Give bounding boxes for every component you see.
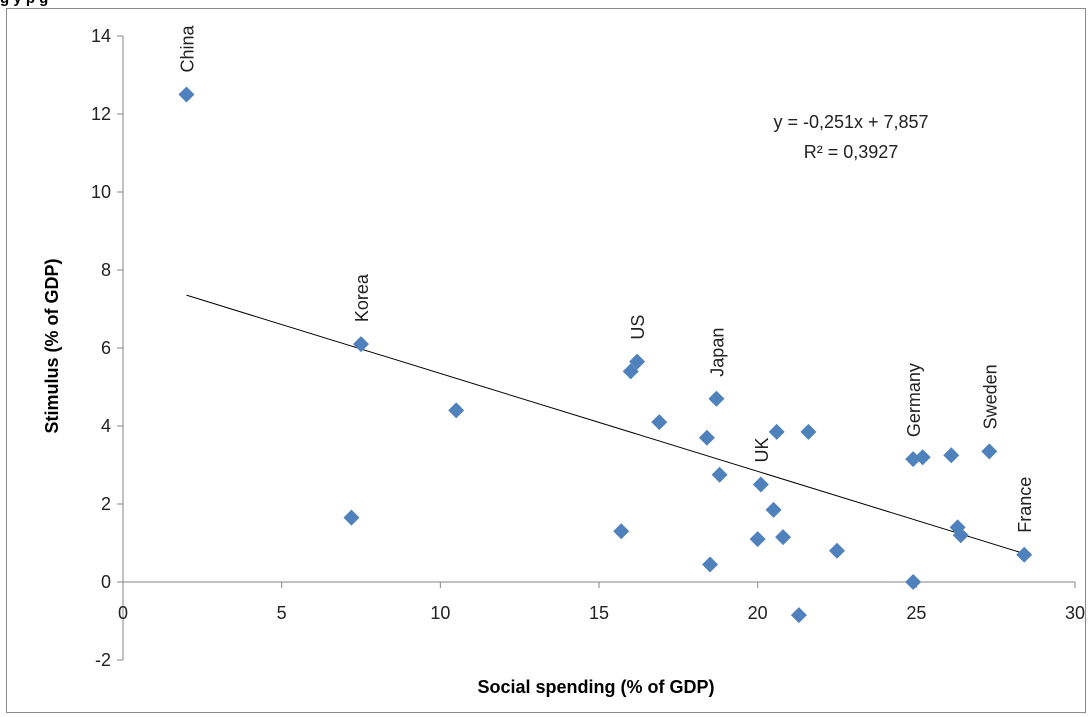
data-point xyxy=(629,353,646,370)
data-point xyxy=(790,607,807,624)
x-tick-label: 5 xyxy=(277,603,287,623)
x-tick-label: 20 xyxy=(748,603,768,623)
data-point xyxy=(702,556,719,573)
x-axis-label: Social spending (% of GDP) xyxy=(477,677,714,697)
point-label: Sweden xyxy=(980,364,1000,429)
y-tick-label: 12 xyxy=(91,104,111,124)
data-point xyxy=(775,529,792,546)
point-label: Germany xyxy=(904,363,924,437)
x-tick-label: 10 xyxy=(430,603,450,623)
point-label: France xyxy=(1015,477,1035,533)
data-point xyxy=(178,86,195,103)
data-point xyxy=(622,363,639,380)
point-label: US xyxy=(628,315,648,340)
point-label: Korea xyxy=(352,273,372,322)
data-point xyxy=(448,402,465,419)
cropped-caption: g y p g xyxy=(0,0,48,8)
y-axis-label: Stimulus (% of GDP) xyxy=(42,258,62,433)
x-tick-label: 0 xyxy=(118,603,128,623)
point-label: UK xyxy=(752,437,772,462)
data-point xyxy=(711,466,728,483)
data-point xyxy=(905,574,922,590)
data-point xyxy=(353,336,369,353)
data-point xyxy=(914,449,931,466)
axes: -2 0 2 4 6 8 10 12 14 0 5 10 15 20 25 30 xyxy=(91,26,1085,670)
point-labels-group: China Korea US Japan UK Germany Sweden France xyxy=(177,24,1035,532)
data-point xyxy=(749,531,766,548)
points-group xyxy=(178,86,1033,624)
data-point xyxy=(343,509,360,526)
y-tick-label: 0 xyxy=(101,572,111,592)
data-point xyxy=(1016,546,1033,563)
data-point xyxy=(651,414,668,431)
trendline-equation: y = -0,251x + 7,857 xyxy=(773,112,928,132)
data-point xyxy=(613,523,630,540)
point-label: Japan xyxy=(707,328,727,377)
data-point xyxy=(698,429,715,446)
y-tick-label: 10 xyxy=(91,182,111,202)
trendline-r-squared: R² = 0,3927 xyxy=(804,142,899,162)
data-point xyxy=(708,390,725,407)
y-tick-label: 14 xyxy=(91,26,111,46)
data-point xyxy=(800,423,817,440)
data-point xyxy=(752,476,769,493)
y-tick-label: 2 xyxy=(101,494,111,514)
trendline xyxy=(186,294,1025,555)
data-point xyxy=(765,501,782,518)
trendline-group xyxy=(186,294,1025,555)
y-tick-label: 4 xyxy=(101,416,111,436)
data-point xyxy=(829,542,845,559)
x-tick-label: 15 xyxy=(589,603,609,623)
y-tick-label: -2 xyxy=(95,650,111,670)
y-tick-label: 6 xyxy=(101,338,111,358)
data-point xyxy=(943,447,960,464)
data-point xyxy=(981,443,998,460)
data-point xyxy=(952,527,969,544)
chart-border xyxy=(6,8,1086,713)
y-tick-label: 8 xyxy=(101,260,111,280)
data-point xyxy=(768,423,785,440)
point-label: China xyxy=(177,24,197,72)
x-tick-label: 30 xyxy=(1065,603,1085,623)
x-tick-label: 25 xyxy=(906,603,926,623)
